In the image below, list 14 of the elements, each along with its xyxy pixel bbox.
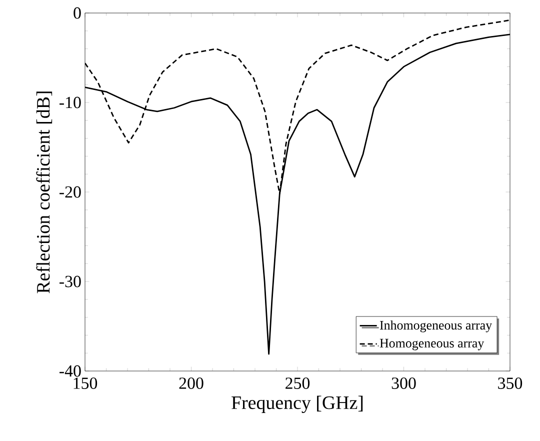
y-tick-label: -30 bbox=[60, 276, 81, 288]
x-axis-title: Frequency [GHz] bbox=[232, 396, 363, 413]
x-tick-label: 300 bbox=[392, 378, 416, 389]
x-tick-label: 200 bbox=[179, 378, 204, 389]
x-tick-label: 150 bbox=[74, 378, 98, 389]
y-tick-label: 0 bbox=[74, 7, 81, 19]
y-tick-label: -20 bbox=[60, 186, 81, 198]
x-tick-label: 350 bbox=[498, 378, 522, 389]
x-tick-label: 250 bbox=[286, 378, 310, 389]
legend-label: Homogeneous array bbox=[380, 338, 484, 350]
legend-label: Inhomogeneous array bbox=[380, 320, 492, 332]
y-tick-label: -10 bbox=[60, 96, 81, 108]
y-tick-label: -40 bbox=[60, 365, 81, 377]
y-axis-title: Reflection coefficient [dB] bbox=[36, 92, 52, 294]
